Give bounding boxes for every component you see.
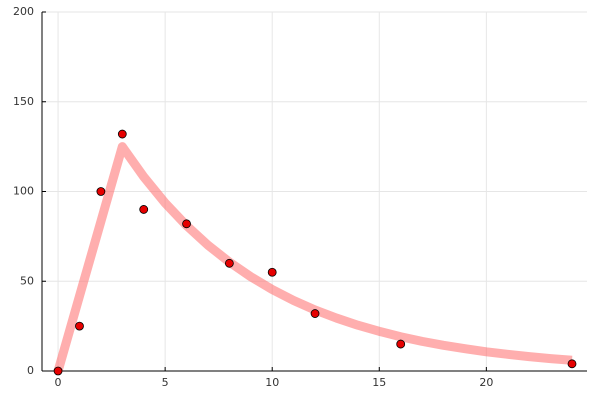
data-point	[396, 339, 406, 349]
curve	[53, 142, 573, 373]
y-tick-label: 100	[13, 185, 34, 198]
x-tick-label: 20	[479, 376, 493, 389]
data-point	[310, 309, 320, 318]
y-tick-label: 150	[13, 95, 34, 108]
x-tick-label: 0	[55, 376, 62, 389]
data-point	[567, 359, 577, 369]
data-point	[117, 129, 127, 139]
x-tick-label: 15	[372, 376, 386, 389]
data-point	[75, 321, 84, 331]
data-point	[53, 366, 63, 376]
data-point	[267, 267, 277, 277]
y-tick-label: 200	[13, 5, 34, 18]
y-tick-label: 0	[27, 364, 34, 377]
data-point	[182, 219, 191, 229]
data-point	[96, 187, 106, 196]
x-tick-label: 10	[265, 376, 279, 389]
data-point	[139, 205, 149, 214]
data-point	[224, 258, 234, 268]
x-tick-label: 5	[162, 376, 169, 389]
y-tick-label: 50	[20, 274, 34, 287]
